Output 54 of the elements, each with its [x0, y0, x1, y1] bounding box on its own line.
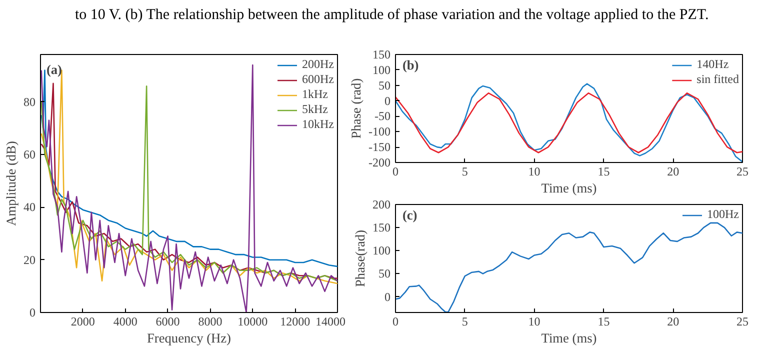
y-tick-label: 0	[30, 306, 36, 320]
y-tick-label: 0	[384, 94, 390, 108]
y-axis-title: Phase(rad)	[352, 230, 368, 287]
x-tick-label: 10000	[238, 314, 268, 328]
y-tick-label: -150	[368, 140, 391, 154]
annotation: (b)	[402, 58, 419, 73]
x-tick-label: 25	[736, 164, 748, 178]
y-tick-label: -100	[368, 124, 391, 139]
y-tick-label: -200	[368, 156, 391, 170]
x-tick-label: 20	[667, 164, 680, 178]
y-tick-label: 60	[24, 148, 36, 162]
y-tick-label: 100	[372, 62, 390, 77]
x-tick-label: 25	[736, 314, 748, 328]
x-tick-label: 10	[528, 164, 540, 178]
y-tick-label: 40	[24, 200, 36, 214]
legend-label: 200Hz	[302, 57, 334, 72]
x-tick-label: 5	[462, 314, 468, 328]
line-series	[396, 92, 742, 154]
legend-label: 5kHz	[302, 102, 328, 117]
y-axis-title: Amplitude (dB)	[4, 141, 18, 226]
legend-label: 140Hz	[696, 57, 729, 72]
x-axis-title: Time (ms)	[541, 180, 597, 196]
legend-label: 100Hz	[707, 207, 739, 222]
y-tick-label: 150	[372, 220, 390, 235]
x-axis-title: Time (ms)	[541, 330, 597, 346]
legend-label: 10kHz	[302, 117, 334, 132]
annotation: (c)	[402, 208, 418, 223]
x-tick-label: 6000	[156, 314, 180, 328]
x-tick-label: 4000	[113, 314, 138, 328]
x-axis-title: Frequency (Hz)	[147, 330, 232, 346]
x-tick-label: 14000	[316, 314, 346, 328]
y-tick-label: -50	[374, 109, 391, 124]
x-tick-label: 20	[667, 314, 680, 328]
legend-label: sin fitted	[696, 72, 739, 87]
y-tick-label: 150	[372, 48, 390, 62]
y-tick-label: 200	[372, 198, 390, 212]
y-tick-label: 20	[24, 252, 36, 267]
x-tick-label: 8000	[198, 314, 222, 328]
legend-label: 600Hz	[302, 72, 334, 87]
y-tick-label: 50	[378, 78, 390, 92]
x-tick-label: 10	[528, 314, 540, 328]
text: to 10 V. (b) The relationship between the amplitude of phase variation and the voltage applied to the PZT.	[75, 6, 709, 25]
y-axis-title: Phase (rad)	[348, 78, 364, 139]
x-tick-label: 15	[598, 164, 610, 178]
y-tick-label: 50	[378, 266, 390, 281]
legend-label: 1kHz	[302, 87, 328, 102]
annotation: (a)	[46, 62, 62, 78]
y-tick-label: 80	[24, 94, 36, 109]
y-tick-label: 100	[372, 244, 390, 258]
x-tick-label: 5	[462, 164, 468, 178]
y-tick-label: 0	[384, 290, 390, 304]
x-tick-label: 15	[598, 314, 610, 328]
x-tick-label: 12000	[280, 314, 310, 328]
x-tick-label: 2000	[70, 314, 95, 328]
